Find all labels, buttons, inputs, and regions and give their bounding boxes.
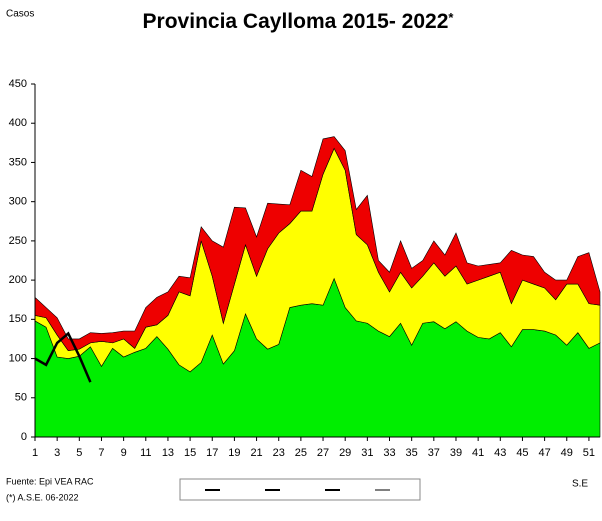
x-tick-label: 51 <box>583 447 595 459</box>
line-2022 <box>34 331 92 383</box>
x-tick-label: 25 <box>295 447 307 459</box>
x-tick-label: 39 <box>450 447 462 459</box>
x-tick-label: 49 <box>561 447 573 459</box>
x-tick-label: 7 <box>98 447 104 459</box>
y-tick-label: 350 <box>9 156 27 168</box>
x-axis-label: S.E <box>572 479 588 490</box>
x-tick-label: 41 <box>472 447 484 459</box>
y-tick-label: 50 <box>15 392 27 404</box>
x-tick-label: 15 <box>184 447 196 459</box>
y-tick-label: 200 <box>9 274 27 286</box>
y-tick-label: 450 <box>9 78 27 90</box>
y-tick-label: 400 <box>9 117 27 129</box>
y-tick-label: 100 <box>9 352 27 364</box>
x-tick-label: 5 <box>76 447 82 459</box>
title-text: Provincia Caylloma 2015- 2022 <box>143 10 449 33</box>
x-tick-label: 1 <box>32 447 38 459</box>
source: Fuente: Epi VEA RAC <box>6 476 94 486</box>
x-tick-label: 33 <box>383 447 395 459</box>
x-tick-label: 43 <box>494 447 506 459</box>
x-tick-label: 29 <box>339 447 351 459</box>
x-tick-label: 37 <box>428 447 440 459</box>
area-band <box>34 136 601 352</box>
y-tick-label: 300 <box>9 196 27 208</box>
x-tick-label: 23 <box>273 447 285 459</box>
x-tick-label: 13 <box>162 447 174 459</box>
x-tick-label: 45 <box>516 447 528 459</box>
x-tick-label: 21 <box>250 447 262 459</box>
x-tick-label: 17 <box>206 447 218 459</box>
y-tick-label: 250 <box>9 235 27 247</box>
legend-box <box>179 478 421 501</box>
x-tick-label: 31 <box>361 447 373 459</box>
y-tick-label: 150 <box>9 313 27 325</box>
title-mark: * <box>448 10 454 25</box>
x-tick-label: 11 <box>140 447 151 459</box>
note: (*) A.S.E. 06-2022 <box>6 492 79 502</box>
y-tick-label: 0 <box>21 431 27 443</box>
x-tick-label: 9 <box>121 447 127 459</box>
x-tick-label: 35 <box>406 447 418 459</box>
x-tick-label: 27 <box>317 447 329 459</box>
y-axis-label: Casos <box>6 9 34 20</box>
chart-title: Provincia Caylloma 2015- 2022* <box>143 10 455 33</box>
x-tick-label: 47 <box>538 447 550 459</box>
x-tick-label: 19 <box>228 447 240 459</box>
legend <box>179 478 421 501</box>
x-tick-label: 3 <box>54 447 60 459</box>
